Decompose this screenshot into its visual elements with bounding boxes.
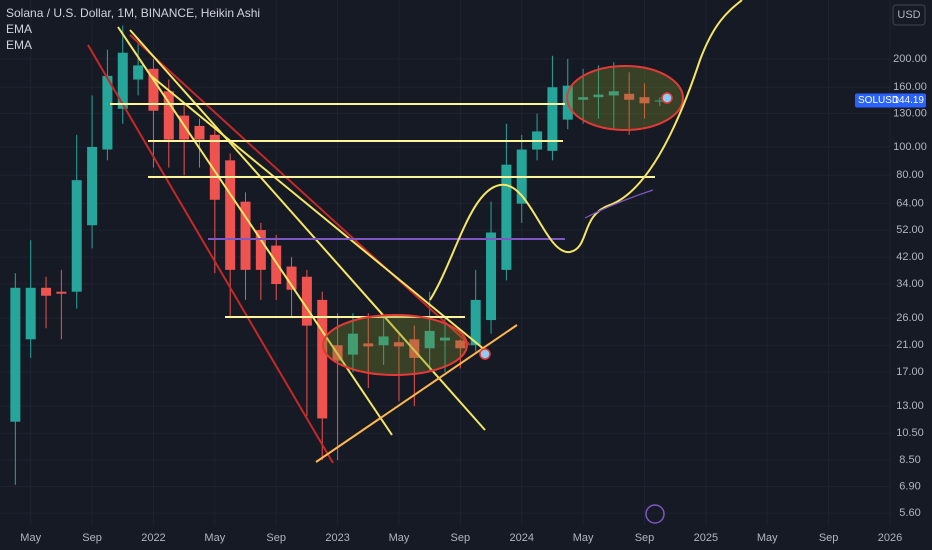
x-tick-label: 2022	[141, 532, 165, 544]
y-tick-label: 160.00	[893, 81, 927, 93]
support-line	[315, 324, 518, 463]
candle-body	[347, 333, 358, 355]
event-icon[interactable]	[645, 504, 665, 524]
trend-line	[129, 29, 486, 431]
rocket-icon	[479, 348, 491, 360]
y-tick-label: 21.00	[896, 339, 924, 351]
candle-body	[225, 160, 236, 270]
x-tick-label: 2026	[878, 532, 902, 544]
candle-body	[547, 87, 558, 151]
price-value: 144.19	[893, 95, 924, 106]
candle-body	[71, 180, 82, 292]
y-tick-label: 34.00	[896, 278, 924, 290]
candle-body	[608, 91, 619, 96]
candle-body	[209, 134, 220, 200]
currency-label[interactable]: USD	[897, 9, 920, 21]
candle-body	[624, 93, 635, 100]
candle-body	[593, 94, 604, 98]
x-tick-label: May	[20, 532, 41, 544]
indicator-label[interactable]: EMA	[6, 22, 32, 36]
trend-line	[149, 74, 486, 351]
x-tick-label: 2024	[509, 532, 533, 544]
legend-title: Solana / U.S. Dollar, 1M, BINANCE, Heiki…	[6, 6, 260, 20]
candle-body	[578, 97, 589, 100]
candle-body	[179, 115, 190, 140]
x-tick-label: May	[573, 532, 594, 544]
y-tick-label: 5.60	[899, 507, 920, 519]
x-tick-label: 2025	[694, 532, 718, 544]
highlight-ellipse	[322, 314, 468, 376]
ema-curve	[584, 189, 654, 219]
candle-body	[424, 330, 435, 349]
y-tick-label: 10.50	[896, 427, 924, 439]
x-tick-label: Sep	[451, 532, 471, 544]
candle-body	[470, 299, 481, 346]
trend-line	[117, 26, 393, 436]
candle-body	[255, 230, 266, 270]
candle-body	[654, 100, 665, 102]
axes: 5.60 6.90 8.50 10.50 13.00 17.00 21.00 26.00 34.…	[20, 53, 927, 544]
candle-body	[317, 299, 328, 419]
ema-curve	[429, 0, 743, 301]
x-tick-label: Sep	[635, 532, 655, 544]
candle-body	[378, 336, 389, 346]
x-tick-label: May	[389, 532, 410, 544]
y-tick-label: 26.00	[896, 312, 924, 324]
y-tick-label: 64.00	[896, 198, 924, 210]
y-tick-label: 100.00	[893, 141, 927, 153]
indicator-label[interactable]: EMA	[6, 38, 32, 52]
candle-body	[286, 266, 297, 290]
candle-body	[194, 125, 205, 140]
rocket-icon	[661, 92, 673, 104]
x-tick-label: May	[204, 532, 225, 544]
candle-body	[409, 339, 420, 358]
currency-box[interactable]	[892, 4, 926, 26]
y-tick-label: 17.00	[896, 366, 924, 378]
candle-body	[163, 91, 174, 140]
candle-body	[501, 164, 512, 270]
candle-body	[87, 146, 98, 226]
y-tick-label: 200.00	[893, 53, 927, 65]
candle-body	[10, 287, 21, 422]
candle-body	[639, 97, 650, 104]
x-tick-label: May	[757, 532, 778, 544]
candle-body	[117, 52, 128, 109]
channel-line	[129, 34, 471, 346]
candle-body	[25, 287, 36, 340]
x-tick-label: 2023	[325, 532, 349, 544]
channel-line	[87, 44, 334, 464]
symbol-label: SOLUSD	[858, 95, 899, 106]
y-tick-label: 52.00	[896, 224, 924, 236]
y-tick-label: 13.00	[896, 400, 924, 412]
candle-body	[133, 65, 144, 80]
y-tick-label: 130.00	[893, 108, 927, 120]
highlight-ellipse	[566, 65, 684, 131]
x-tick-label: Sep	[819, 532, 839, 544]
candle-body	[271, 245, 282, 285]
candle-body	[393, 342, 404, 347]
candle-body	[56, 291, 67, 294]
candle-body	[486, 232, 497, 321]
candle-body	[301, 276, 312, 326]
x-tick-label: Sep	[82, 532, 102, 544]
y-tick-label: 6.90	[899, 481, 920, 493]
candle-body	[363, 343, 374, 347]
candle-body	[440, 337, 450, 341]
y-tick-label: 42.00	[896, 251, 924, 263]
candle-body	[455, 340, 466, 349]
x-tick-label: Sep	[266, 532, 286, 544]
drawings	[87, 0, 743, 524]
candle-body	[102, 75, 113, 150]
candle-body	[148, 68, 159, 111]
candle-body	[41, 287, 52, 296]
price-box	[855, 93, 926, 108]
y-tick-label: 8.50	[899, 454, 920, 466]
candle-body	[240, 201, 251, 270]
y-tick-label: 80.00	[896, 169, 924, 181]
